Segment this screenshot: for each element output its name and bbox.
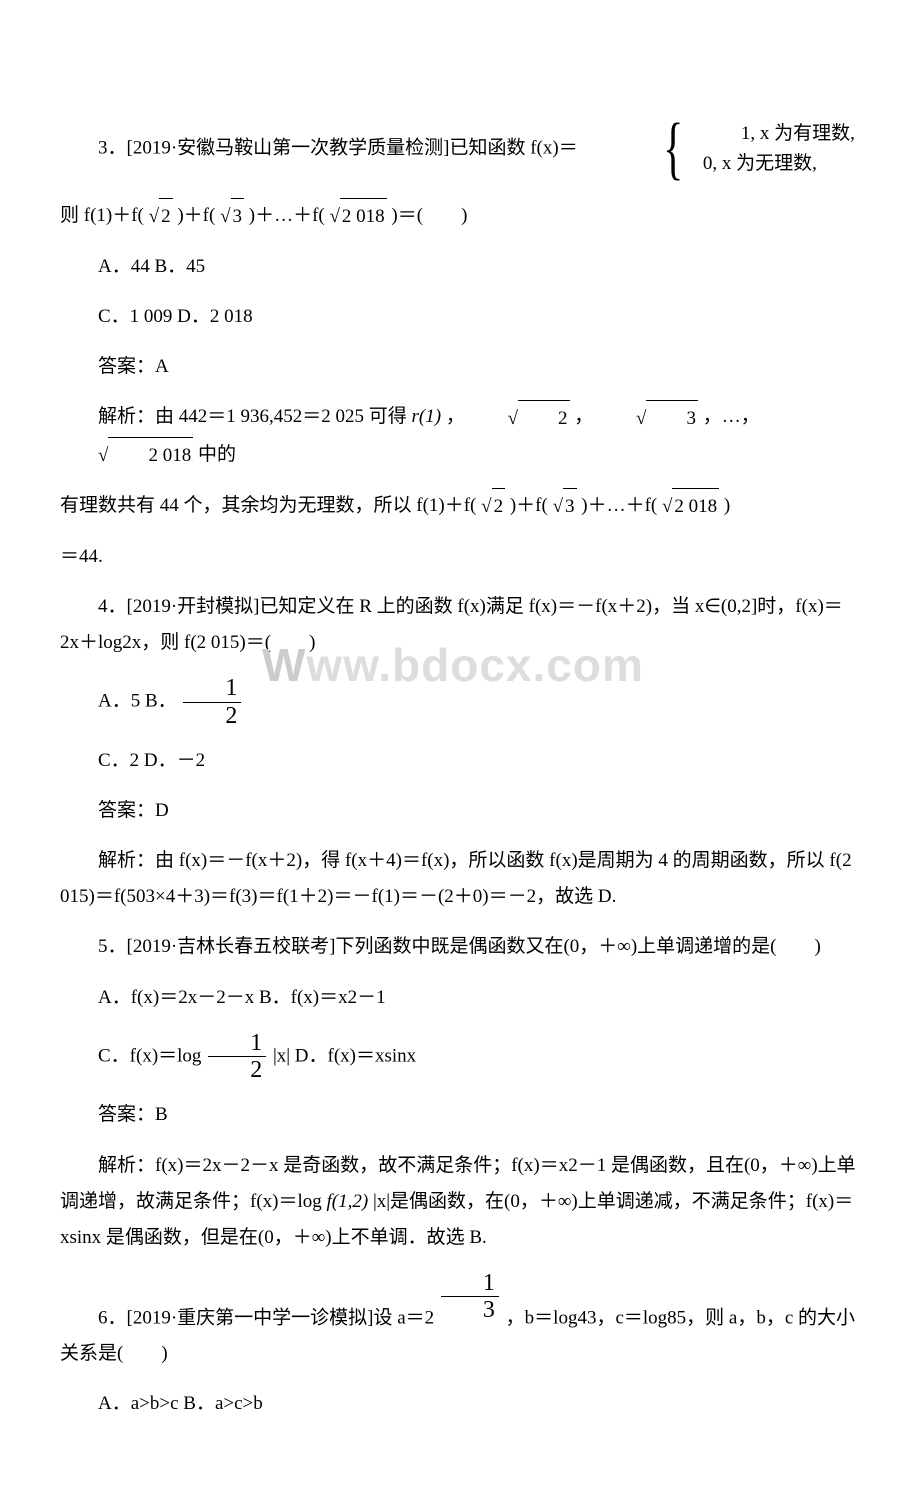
sqrt-3-b: 3 — [598, 400, 698, 437]
q5-frac-num: 1 — [208, 1030, 266, 1057]
q5-option-ab: A．f(x)＝2x－2－x B．f(x)＝x2－1 — [60, 980, 860, 1016]
sqrt-3-c: 3 — [553, 488, 577, 525]
q3-option-cd: C．1 009 D．2 018 — [60, 299, 860, 335]
q5-explain: 解析：f(x)＝2x－2－x 是奇函数，故不满足条件；f(x)＝x2－1 是偶函… — [60, 1148, 860, 1256]
case1: 1, x 为有理数, — [741, 123, 855, 144]
q6-frac-num: 1 — [441, 1270, 499, 1297]
q3-answer: 答案：A — [60, 349, 860, 385]
q3-option-ab: A．44 B．45 — [60, 249, 860, 285]
q5-frac: 1 2 — [208, 1030, 266, 1084]
q3-e2-suf: ) — [724, 495, 730, 516]
q3-exp-m2: ， — [574, 406, 593, 427]
q3-explain-line3: ＝44. — [60, 539, 860, 575]
q3-explain-line2: 有理数共有 44 个，其余均为无理数，所以 f(1)＋f( 2 )＋f( 3 )… — [60, 488, 860, 525]
q3-r1: r(1) — [412, 406, 442, 427]
q4-option-ab: A．5 B． 1 2 — [60, 675, 860, 729]
sqrt-2018-c: 2 018 — [662, 488, 719, 525]
q6-stem: 6．[2019·重庆第一中学一诊模拟]设 a＝2 1 3 ，b＝log43，c＝… — [60, 1270, 860, 1373]
sqrt-2-b: 2 — [470, 400, 570, 437]
sqrt-2-a: 2 — [149, 198, 173, 235]
q3-prefix: 3．[2019·安徽马鞍山第一次教学质量检测]已知函数 f(x)＝ — [98, 137, 578, 158]
q3-exp-prefix: 解析：由 442＝1 936,452＝2 025 可得 — [98, 406, 412, 427]
q5-optC-suffix: |x| D．f(x)＝xsinx — [273, 1045, 416, 1066]
q5-stem: 5．[2019·吉林长春五校联考]下列函数中既是偶函数又在(0，＋∞)上单调递增… — [60, 929, 860, 965]
q5-f12: f(1,2) — [327, 1191, 369, 1212]
q3-explain-line1: 解析：由 442＝1 936,452＝2 025 可得 r(1) ， 2 ， 3… — [60, 399, 860, 473]
q5-answer: 答案：B — [60, 1097, 860, 1133]
document-page: Www.bdocx.com // Adjust watermark after … — [0, 0, 920, 1496]
sqrt-2-c: 2 — [481, 488, 505, 525]
piecewise-cases: 1, x 为有理数, 0, x 为无理数, — [703, 119, 855, 180]
q4-frac-den: 2 — [183, 703, 241, 729]
brace-left: { — [641, 114, 684, 184]
q3-mid2: )＋…＋f( — [249, 205, 325, 226]
q6-option-ab: A．a>b>c B．a>c>b — [60, 1386, 860, 1422]
q3-e2-prefix: 有理数共有 44 个，其余均为无理数，所以 f(1)＋f( — [60, 495, 476, 516]
q3-exp-m3: ，…， — [703, 406, 760, 427]
q4-answer: 答案：D — [60, 793, 860, 829]
q5-frac-den: 2 — [208, 1057, 266, 1083]
sqrt-3-a: 3 — [220, 198, 244, 235]
q3-stem-line2: 则 f(1)＋f( 2 )＋f( 3 )＋…＋f( 2 018 )＝( ) — [60, 198, 860, 235]
q3-exp-m1: ， — [446, 406, 465, 427]
q3-e2-m2: )＋…＋f( — [581, 495, 657, 516]
q4-frac: 1 2 — [183, 675, 241, 729]
q3-l2-suffix: )＝( ) — [391, 205, 467, 226]
sqrt-2018-b: 2 018 — [60, 437, 193, 474]
q3-e2-m1: )＋f( — [510, 495, 548, 516]
q4-frac-num: 1 — [183, 675, 241, 702]
q6-frac-den: 3 — [441, 1297, 499, 1323]
q6-frac: 1 3 — [441, 1270, 499, 1324]
q4-option-cd: C．2 D．－2 — [60, 743, 860, 779]
case2: 0, x 为无理数, — [703, 153, 817, 174]
q4-explain: 解析：由 f(x)＝－f(x＋2)，得 f(x＋4)＝f(x)，所以函数 f(x… — [60, 843, 860, 915]
q4-stem: 4．[2019·开封模拟]已知定义在 R 上的函数 f(x)满足 f(x)＝－f… — [60, 589, 860, 661]
q3-exp-suf1: 中的 — [198, 444, 236, 465]
sqrt-2018-a: 2 018 — [329, 198, 386, 235]
q5-option-cd: C．f(x)＝log 1 2 |x| D．f(x)＝xsinx — [60, 1030, 860, 1084]
q3-mid1: )＋f( — [177, 205, 215, 226]
q3-piecewise: { 1, x 为有理数, 0, x 为无理数, — [588, 114, 854, 184]
q5-optC-prefix: C．f(x)＝log — [98, 1045, 201, 1066]
q3-l2-prefix: 则 f(1)＋f( — [60, 205, 144, 226]
q6-prefix: 6．[2019·重庆第一中学一诊模拟]设 a＝2 — [98, 1307, 434, 1328]
q4-optA-prefix: A．5 B． — [98, 691, 177, 712]
q3-stem-line1: 3．[2019·安徽马鞍山第一次教学质量检测]已知函数 f(x)＝ { 1, x… — [60, 114, 860, 184]
